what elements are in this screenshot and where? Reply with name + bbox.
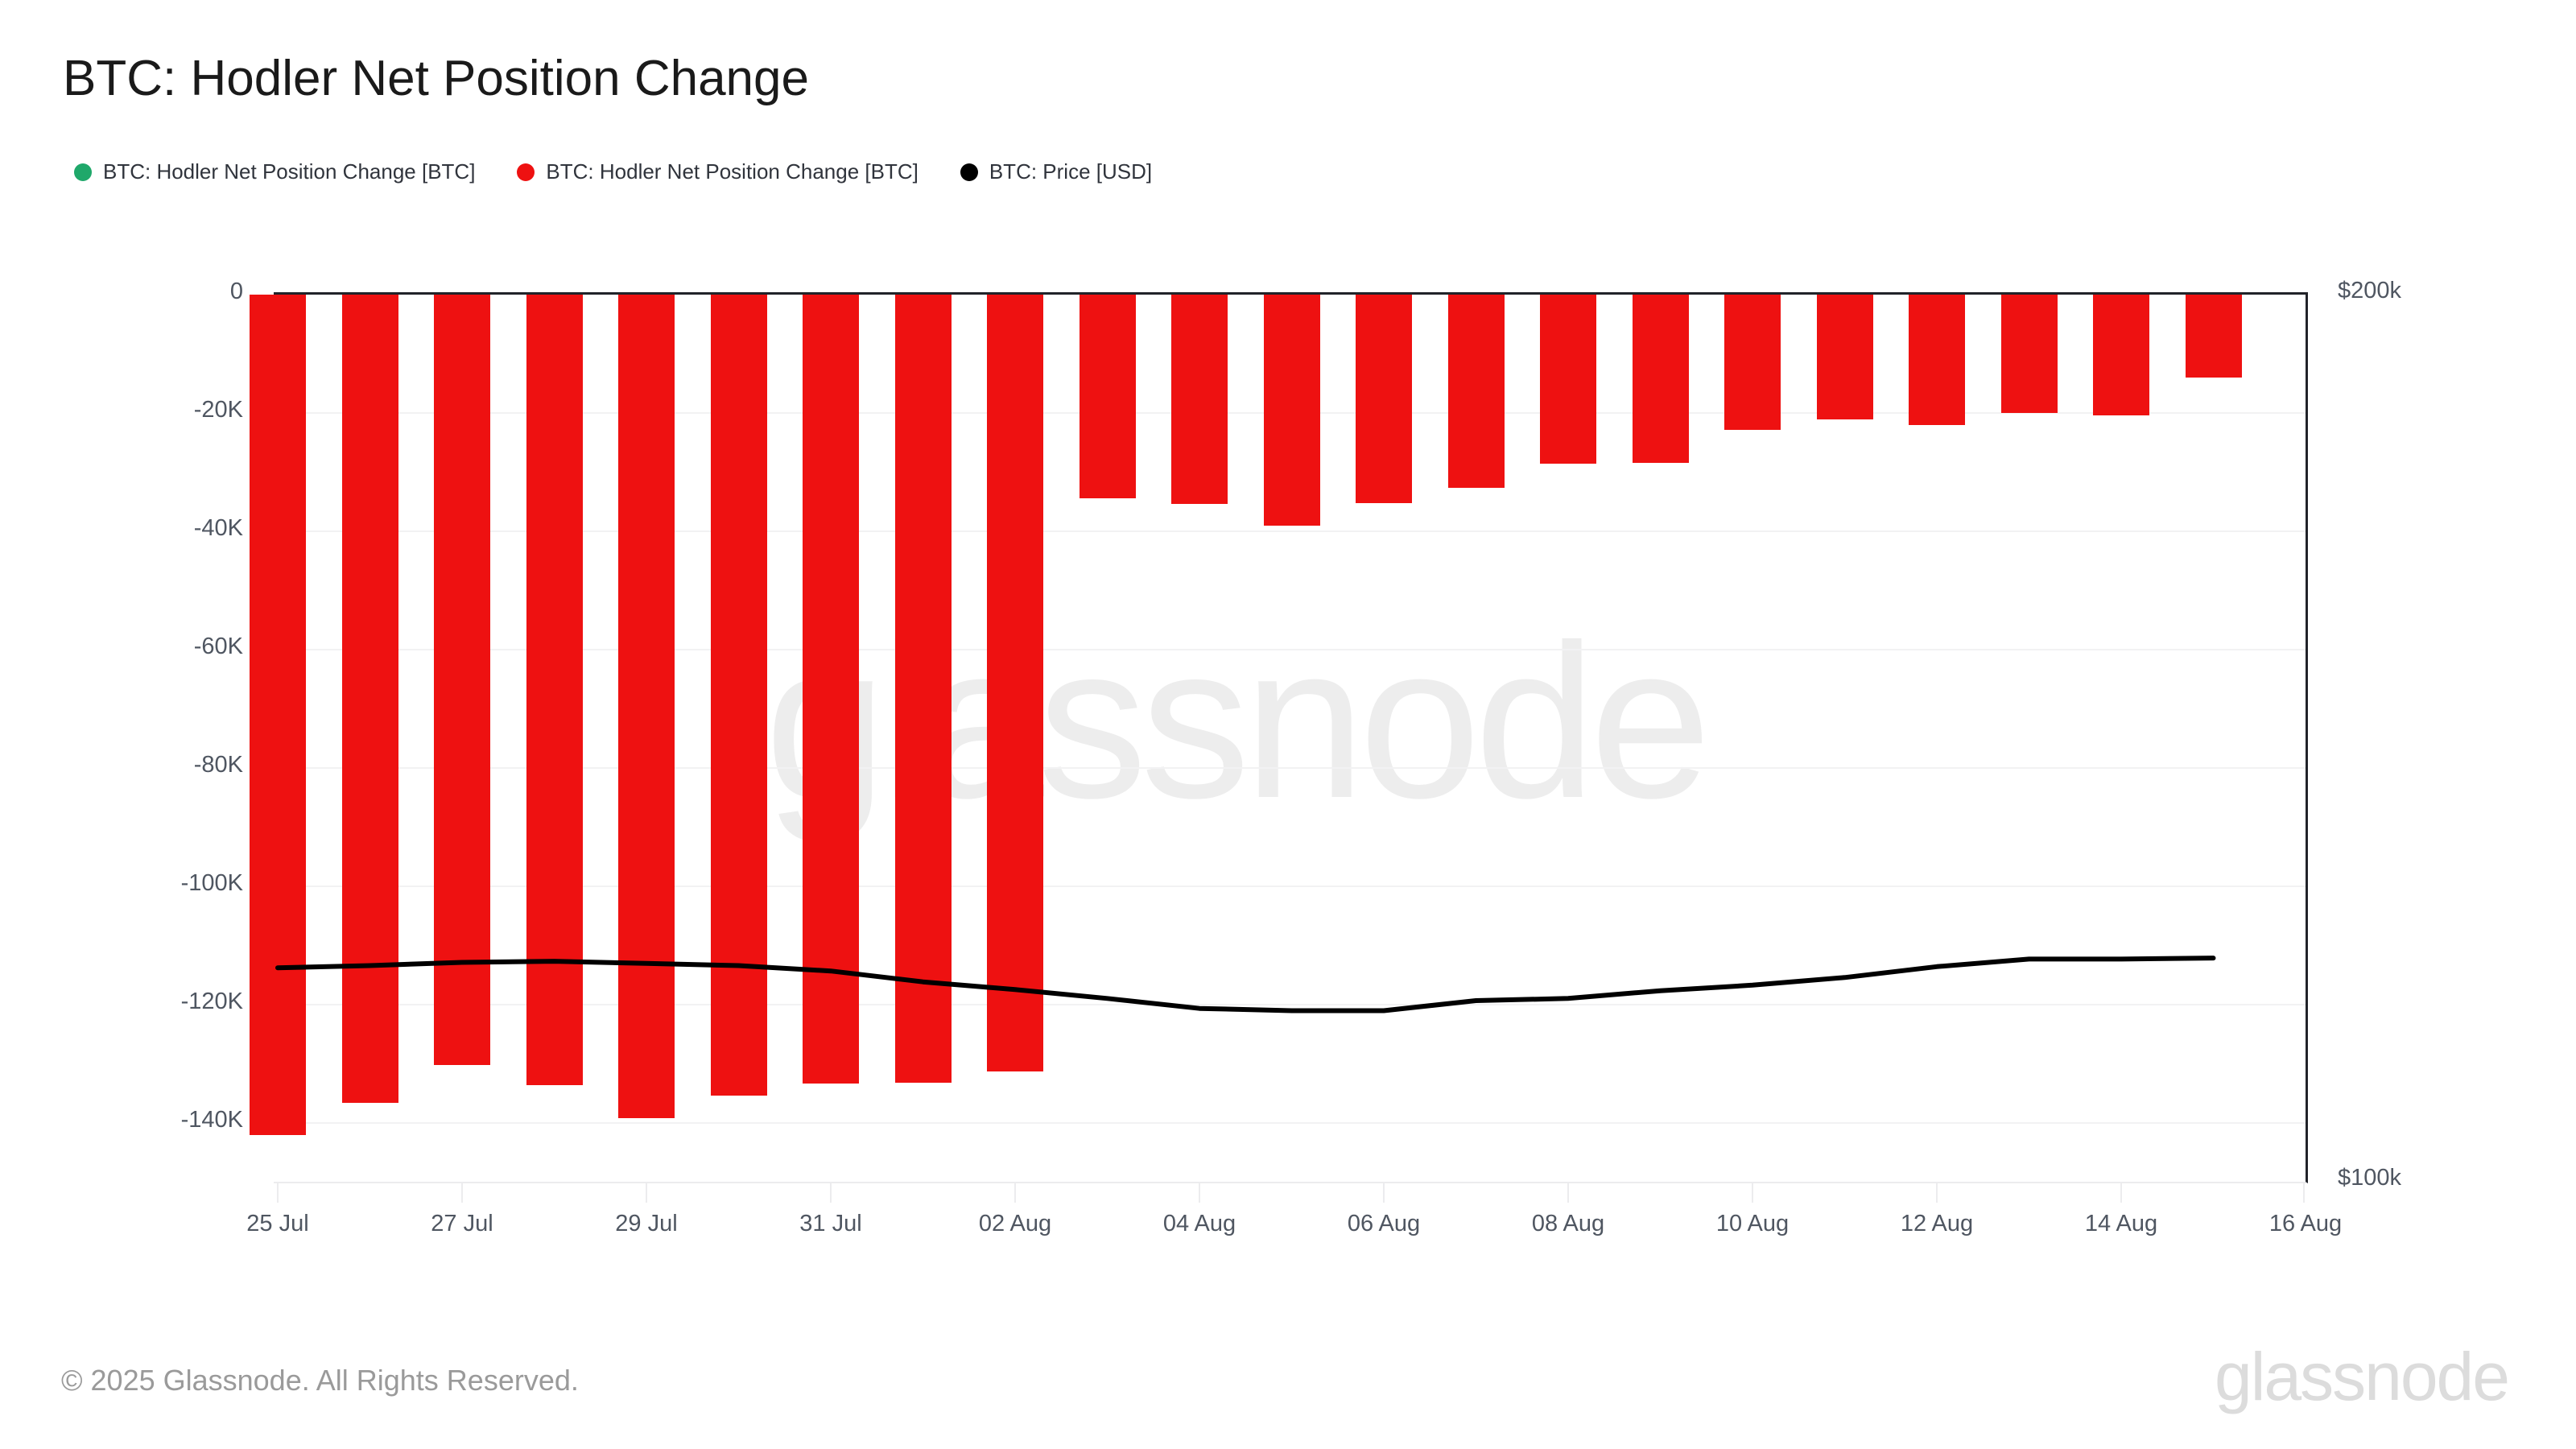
x-axis-tick — [1567, 1182, 1569, 1203]
bar-15-aug[interactable] — [2185, 295, 2242, 378]
x-axis-tick-label: 25 Jul — [246, 1211, 309, 1236]
x-axis-tick — [1014, 1182, 1016, 1203]
right-axis-tick-label: $100k — [2338, 1165, 2402, 1191]
x-axis-tick-label: 10 Aug — [1715, 1211, 1790, 1236]
x-axis-tick-label: 12 Aug — [1900, 1211, 1974, 1236]
bar-01-aug[interactable] — [894, 295, 952, 1083]
x-axis-tick-label: 27 Jul — [431, 1211, 493, 1236]
plot-area[interactable] — [250, 292, 2308, 1203]
right-axis-labels: $200k $100k — [2338, 278, 2531, 1191]
black-dot-icon — [960, 163, 978, 181]
gridline — [274, 885, 2306, 887]
left-axis-tick-label: 0 — [229, 279, 243, 304]
left-axis-tick-label: -60K — [193, 633, 243, 659]
left-axis-tick-label: -120K — [180, 988, 243, 1014]
bar-31-jul[interactable] — [803, 295, 859, 1084]
copyright-text: © 2025 Glassnode. All Rights Reserved. — [61, 1364, 579, 1397]
bar-28-jul[interactable] — [526, 295, 583, 1086]
x-axis-tick — [1936, 1182, 1938, 1203]
gridline — [274, 648, 2306, 650]
price-line — [275, 956, 2216, 1013]
x-axis-tick-label: 14 Aug — [2084, 1211, 2158, 1236]
red-dot-icon — [517, 163, 535, 181]
green-dot-icon — [74, 163, 92, 181]
bar-12-aug[interactable] — [1909, 295, 1965, 425]
bar-30-jul[interactable] — [710, 295, 767, 1096]
x-axis-tick — [2303, 1182, 2305, 1203]
right-axis-tick-label: $200k — [2338, 278, 2402, 303]
x-axis-tick — [1752, 1182, 1753, 1203]
legend-item-label: BTC: Price [USD] — [989, 159, 1153, 184]
bar-14-aug[interactable] — [2093, 295, 2149, 415]
bar-03-aug[interactable] — [1079, 295, 1136, 498]
left-axis-tick-label: -40K — [193, 514, 243, 541]
x-axis-labels: 25 Jul 27 Jul 29 Jul 31 Jul 02 Aug 04 Aug 06 A… — [246, 1204, 2342, 1253]
x-axis-tick — [1383, 1182, 1385, 1203]
bar-29-jul[interactable] — [618, 295, 675, 1118]
x-axis-tick-label: 16 Aug — [2268, 1211, 2343, 1236]
legend-item-label: BTC: Hodler Net Position Change [BTC] — [103, 159, 476, 184]
gridline — [274, 766, 2306, 769]
bar-05-aug[interactable] — [1263, 295, 1320, 526]
legend-item-hodler-net-position-negative[interactable]: BTC: Hodler Net Position Change [BTC] — [517, 159, 919, 184]
x-axis-tick — [646, 1182, 647, 1203]
x-axis-tick — [2120, 1182, 2122, 1203]
x-axis-tick — [1199, 1182, 1200, 1203]
x-axis-tick — [830, 1182, 832, 1203]
bar-06-aug[interactable] — [1356, 295, 1412, 504]
glassnode-logo: glassnode — [2215, 1339, 2510, 1414]
bar-07-aug[interactable] — [1447, 295, 1505, 488]
bar-10-aug[interactable] — [1724, 295, 1781, 431]
x-axis-tick-label: 06 Aug — [1347, 1211, 1421, 1236]
x-axis-tick-label: 29 Jul — [615, 1211, 678, 1236]
x-axis-tick — [277, 1182, 279, 1203]
gridline — [274, 1121, 2306, 1124]
legend-item-label: BTC: Hodler Net Position Change [BTC] — [546, 159, 919, 184]
bar-02-aug[interactable] — [987, 295, 1043, 1071]
bar-09-aug[interactable] — [1632, 295, 1689, 464]
gridline — [274, 530, 2306, 532]
x-axis-tick-label: 31 Jul — [799, 1211, 862, 1236]
bar-25-jul[interactable] — [250, 295, 306, 1135]
left-axis-tick-label: -100K — [180, 869, 243, 896]
bar-04-aug[interactable] — [1171, 295, 1228, 505]
gridline — [274, 1003, 2306, 1005]
bar-11-aug[interactable] — [1816, 295, 1873, 419]
page-title: BTC: Hodler Net Position Change — [63, 51, 810, 106]
left-axis-tick-label: -140K — [180, 1106, 243, 1133]
legend: BTC: Hodler Net Position Change [BTC] BT… — [74, 159, 1152, 184]
x-axis-tick-label: 08 Aug — [1531, 1211, 1605, 1236]
legend-item-hodler-net-position-positive[interactable]: BTC: Hodler Net Position Change [BTC] — [74, 159, 475, 184]
x-axis-tick-label: 02 Aug — [978, 1211, 1052, 1236]
left-axis-tick-label: -80K — [193, 751, 243, 778]
x-axis-tick-label: 04 Aug — [1162, 1211, 1236, 1236]
price-line-layer — [275, 956, 2216, 1013]
left-axis-tick-label: -20K — [193, 396, 243, 423]
x-axis-tick — [461, 1182, 463, 1203]
bar-08-aug[interactable] — [1540, 295, 1596, 464]
left-axis-labels: 0 -20K -40K -60K -80K -100K -120K -140K — [0, 279, 243, 1179]
bar-13-aug[interactable] — [2000, 295, 2058, 413]
bar-27-jul[interactable] — [434, 295, 490, 1066]
legend-item-btc-price[interactable]: BTC: Price [USD] — [960, 159, 1152, 184]
